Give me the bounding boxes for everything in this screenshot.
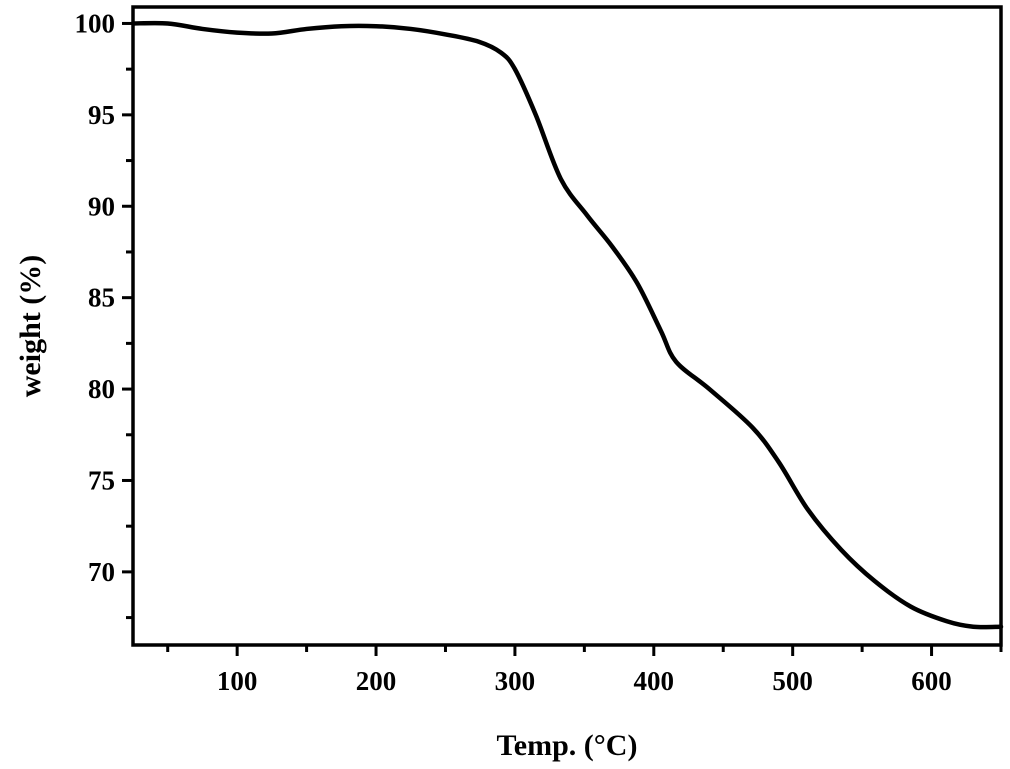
- y-tick-label: 85: [88, 283, 115, 313]
- y-tick-label: 100: [75, 8, 116, 38]
- x-tick-label: 500: [772, 666, 813, 696]
- weight-loss-curve: [130, 20, 1004, 630]
- x-tick-label: 600: [911, 666, 952, 696]
- x-tick-label: 400: [634, 666, 675, 696]
- y-axis-title: weight (%): [14, 255, 47, 397]
- y-tick-label: 95: [88, 100, 115, 130]
- x-tick-labels: 100 200 300 400 500 600: [217, 666, 952, 696]
- y-tick-label: 70: [88, 557, 115, 587]
- x-tick-label: 100: [217, 666, 258, 696]
- y-tick-label: 80: [88, 374, 115, 404]
- y-tick-label: 90: [88, 191, 115, 221]
- x-tick-label: 300: [495, 666, 536, 696]
- y-tick-label: 75: [88, 465, 115, 495]
- x-tick-label: 200: [356, 666, 397, 696]
- y-tick-labels: 70 75 80 85 90 95 100: [75, 8, 116, 586]
- x-axis-title: Temp. (°C): [497, 729, 638, 762]
- axis-ticks: [122, 21, 1003, 656]
- plot-frame: [131, 5, 1003, 647]
